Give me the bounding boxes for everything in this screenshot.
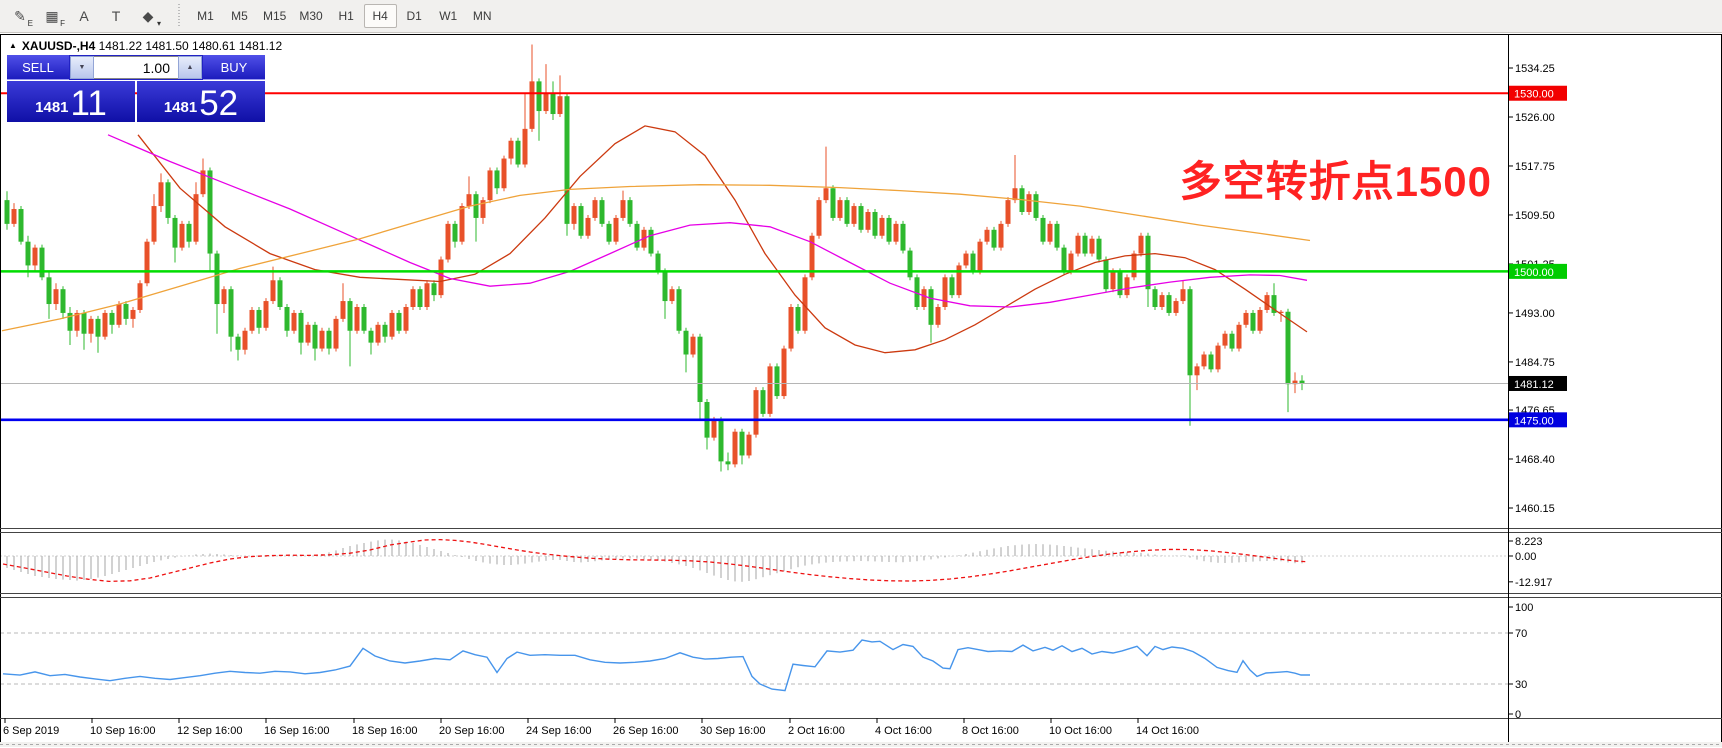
svg-text:30 Sep 16:00: 30 Sep 16:00 (700, 725, 765, 737)
svg-text:8 Oct 16:00: 8 Oct 16:00 (962, 725, 1019, 737)
ask-price-quote[interactable]: 1481 52 (137, 81, 265, 122)
ma-medium-magenta-line (107, 134, 1308, 308)
volume-input[interactable]: 1.00 (94, 56, 178, 79)
price-badge-1481.12 (1509, 375, 1567, 391)
bid-price-big: 11 (70, 84, 107, 123)
sell-button[interactable]: SELL (7, 55, 69, 80)
text-label-tool-icon[interactable]: A (79, 8, 89, 24)
svg-text:24 Sep 16:00: 24 Sep 16:00 (526, 725, 591, 737)
patterns-tool-icon[interactable]: ✎ E (14, 7, 33, 29)
svg-text:1475.00: 1475.00 (1514, 415, 1554, 427)
bid-price-prefix: 1481 (35, 99, 69, 116)
timeframes-group: M1 M5 M15 M30 H1 H4 D1 W1 MN (189, 4, 500, 28)
macd-panel[interactable] (0, 538, 1508, 583)
toolbar: ✎ E ▦ F A T ◆ ▾ M1 M5 M15 M30 H1 H4 D1 W1 MN (0, 0, 1722, 33)
price-badge-1475.00 (1509, 412, 1567, 428)
svg-text:10 Sep 16:00: 10 Sep 16:00 (90, 725, 155, 737)
toolbar-grip[interactable] (176, 4, 181, 28)
svg-text:0.00: 0.00 (1515, 551, 1536, 563)
ma-fast-red-line (137, 125, 1308, 354)
svg-text:1468.40: 1468.40 (1515, 454, 1555, 466)
main-chart-plot[interactable] (0, 44, 1508, 472)
svg-text:1460.15: 1460.15 (1515, 503, 1555, 515)
timeframe-W1-button[interactable]: W1 (439, 9, 458, 23)
rsi-panel[interactable] (0, 632, 1508, 692)
time-axis[interactable]: 6 Sep 2019 10 Sep 16:00 12 Sep 16:00 16 Sep… (3, 725, 1199, 737)
chart-title: ▲ XAUUSD-,H4 1481.22 1481.50 1480.61 1481… (9, 39, 282, 53)
volume-stepper: ▼ 1.00 ▲ (69, 55, 203, 80)
svg-text:10 Oct 16:00: 10 Oct 16:00 (1049, 725, 1112, 737)
ask-price-prefix: 1481 (163, 99, 198, 116)
svg-text:1509.50: 1509.50 (1515, 210, 1555, 222)
svg-text:1530.00: 1530.00 (1514, 89, 1554, 101)
one-click-trading-panel: SELL ▼ 1.00 ▲ BUY 1481 11 1481 52 (7, 55, 265, 122)
ma-slow-orange-line (1, 184, 1311, 332)
timeframe-M1-button[interactable]: M1 (197, 9, 214, 23)
ohlc-quotes-label: 1481.22 1481.50 1480.61 1481.12 (98, 39, 283, 53)
rsi-line (2, 639, 1310, 692)
trend-annotation-text: 多空转折点1500 (1179, 158, 1492, 205)
price-badge-1530.00 (1509, 85, 1567, 101)
timeframe-M30-button[interactable]: M30 (299, 9, 323, 23)
svg-text:-12.917: -12.917 (1515, 577, 1552, 589)
drawing-tools-group: ✎ E ▦ F A T ◆ ▾ (6, 4, 166, 29)
window-frames (0, 34, 1722, 747)
svg-text:70: 70 (1515, 628, 1527, 640)
timeframe-H4-button[interactable]: H4 (363, 4, 397, 28)
svg-text:4 Oct 16:00: 4 Oct 16:00 (875, 725, 932, 737)
svg-text:100: 100 (1515, 602, 1533, 614)
price-badge-1500.00 (1509, 263, 1567, 279)
ask-price-big: 52 (199, 84, 239, 123)
svg-text:18 Sep 16:00: 18 Sep 16:00 (352, 725, 417, 737)
svg-text:1526.00: 1526.00 (1515, 112, 1555, 124)
svg-text:1481.12: 1481.12 (1514, 379, 1554, 391)
svg-text:1534.25: 1534.25 (1515, 63, 1555, 75)
svg-text:26 Sep 16:00: 26 Sep 16:00 (613, 725, 678, 737)
svg-text:8.223: 8.223 (1515, 536, 1543, 548)
symbol-period-label: XAUUSD-,H4 (21, 39, 96, 53)
timeframe-M5-button[interactable]: M5 (231, 9, 248, 23)
svg-text:1500.00: 1500.00 (1514, 267, 1554, 279)
svg-text:6 Sep 2019: 6 Sep 2019 (3, 725, 59, 737)
svg-text:30: 30 (1515, 679, 1527, 691)
svg-text:1493.00: 1493.00 (1515, 308, 1555, 320)
price-axis[interactable]: 1534.251526.001517.751509.501501.251493.… (1509, 63, 1567, 721)
svg-text:12 Sep 16:00: 12 Sep 16:00 (177, 725, 242, 737)
svg-text:16 Sep 16:00: 16 Sep 16:00 (264, 725, 329, 737)
volume-increase-button[interactable]: ▲ (178, 56, 202, 79)
fibonacci-tool-icon[interactable]: ▦ F (45, 7, 65, 29)
timeframe-MN-button[interactable]: MN (472, 9, 492, 23)
svg-text:20 Sep 16:00: 20 Sep 16:00 (439, 725, 504, 737)
svg-text:1517.75: 1517.75 (1515, 161, 1555, 173)
svg-text:2 Oct 16:00: 2 Oct 16:00 (788, 725, 845, 737)
volume-decrease-button[interactable]: ▼ (70, 56, 94, 79)
arrow-objects-tool-icon[interactable]: ◆ ▾ (142, 7, 161, 29)
macd-signal-line (2, 538, 1309, 583)
bid-price-quote[interactable]: 1481 11 (7, 81, 135, 122)
timeframe-D1-button[interactable]: D1 (406, 9, 422, 23)
timeframe-H1-button[interactable]: H1 (338, 9, 354, 23)
text-box-tool-icon[interactable]: T (111, 8, 121, 24)
svg-text:14 Oct 16:00: 14 Oct 16:00 (1136, 725, 1199, 737)
buy-button[interactable]: BUY (203, 55, 265, 80)
timeframe-M15-button[interactable]: M15 (263, 9, 287, 23)
svg-text:0: 0 (1515, 709, 1521, 721)
svg-text:1484.75: 1484.75 (1515, 357, 1555, 369)
collapse-arrow-icon[interactable]: ▲ (9, 41, 17, 50)
